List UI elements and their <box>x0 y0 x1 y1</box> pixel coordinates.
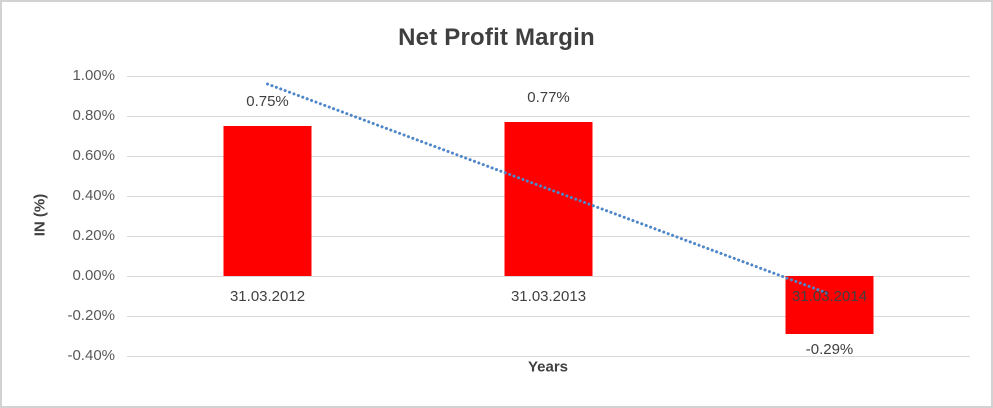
bar-31.03.2012 <box>223 126 312 276</box>
chart-title: Net Profit Margin <box>398 24 595 51</box>
trendline <box>266 82 831 296</box>
x-axis-title: Years <box>527 358 569 376</box>
bar-31.03.2013 <box>504 122 593 276</box>
bar-31.03.2014 <box>785 276 874 334</box>
